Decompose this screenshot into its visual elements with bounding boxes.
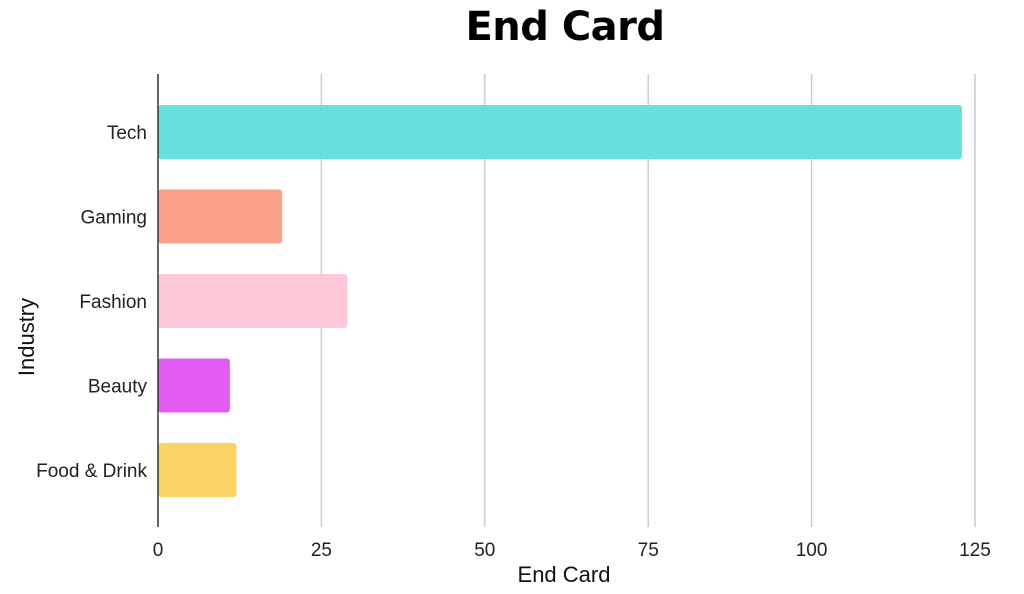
x-tick-label: 50 xyxy=(474,540,495,561)
bar-gaming xyxy=(158,189,283,244)
x-tick-label: 125 xyxy=(959,540,991,561)
y-tick-label: Food & Drink xyxy=(36,461,147,482)
x-tick-label: 75 xyxy=(638,540,659,561)
chart-title: End Card xyxy=(465,4,665,50)
x-axis-title: End Card xyxy=(518,562,611,587)
x-tick-labels: 0 25 50 75 100 125 xyxy=(153,540,991,561)
y-tick-label: Fashion xyxy=(79,292,147,313)
bar-beauty xyxy=(158,358,230,413)
bar-fashion xyxy=(158,274,348,328)
x-tick-label: 100 xyxy=(796,540,828,561)
x-tick-label: 25 xyxy=(311,540,332,561)
y-tick-label: Gaming xyxy=(80,208,147,229)
x-tick-label: 0 xyxy=(153,540,164,561)
y-tick-label: Tech xyxy=(107,123,147,144)
bar-tech xyxy=(158,105,962,159)
y-tick-labels: Tech Gaming Fashion Beauty Food & Drink xyxy=(36,123,147,482)
y-axis-title: Industry xyxy=(14,298,39,376)
bar-food-drink xyxy=(158,443,237,497)
bars xyxy=(158,105,962,497)
y-tick-label: Beauty xyxy=(88,377,148,398)
